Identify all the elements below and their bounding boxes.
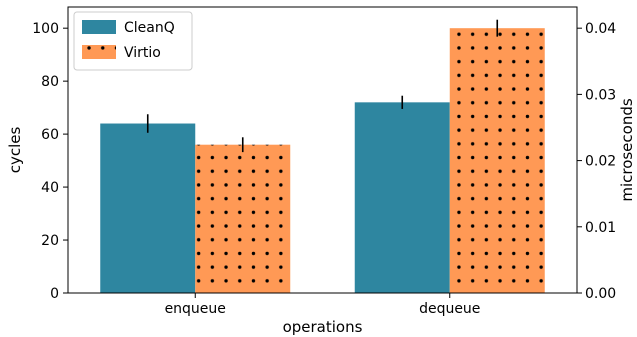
bar-cleanq-enqueue	[100, 123, 196, 293]
plot-frame	[67, 6, 578, 294]
legend-swatch-virtio	[82, 45, 116, 59]
y-axis-label: cycles	[6, 127, 24, 174]
y2-tick-label: 0.02	[585, 154, 616, 170]
bar-virtio-dequeue	[449, 28, 545, 294]
bar-cleanq-dequeue	[354, 102, 450, 293]
legend-label-virtio: Virtio	[124, 45, 161, 61]
x-axis-label: operations	[283, 318, 363, 336]
y2-tick-label: 0.03	[585, 87, 616, 103]
legend: CleanQ Virtio	[73, 11, 193, 71]
bar-virtio-enqueue	[195, 144, 291, 293]
legend-label-cleanq: CleanQ	[124, 20, 175, 36]
x-tick-label: enqueue	[165, 301, 226, 317]
y-tick-label: 100	[32, 21, 59, 37]
y-tick-label: 40	[41, 180, 59, 196]
y2-tick-label: 0.01	[585, 220, 616, 236]
y2-axis-label: microseconds	[618, 98, 636, 202]
y2-tick-label: 0.04	[585, 21, 616, 37]
y2-tick-label: 0.00	[585, 286, 616, 302]
y-tick-label: 0	[50, 286, 59, 302]
y-tick-label: 20	[41, 233, 59, 249]
y-tick-label: 60	[41, 127, 59, 143]
y-tick-label: 80	[41, 74, 59, 90]
legend-swatch-cleanq	[82, 20, 116, 34]
x-tick-label: dequeue	[419, 301, 480, 317]
